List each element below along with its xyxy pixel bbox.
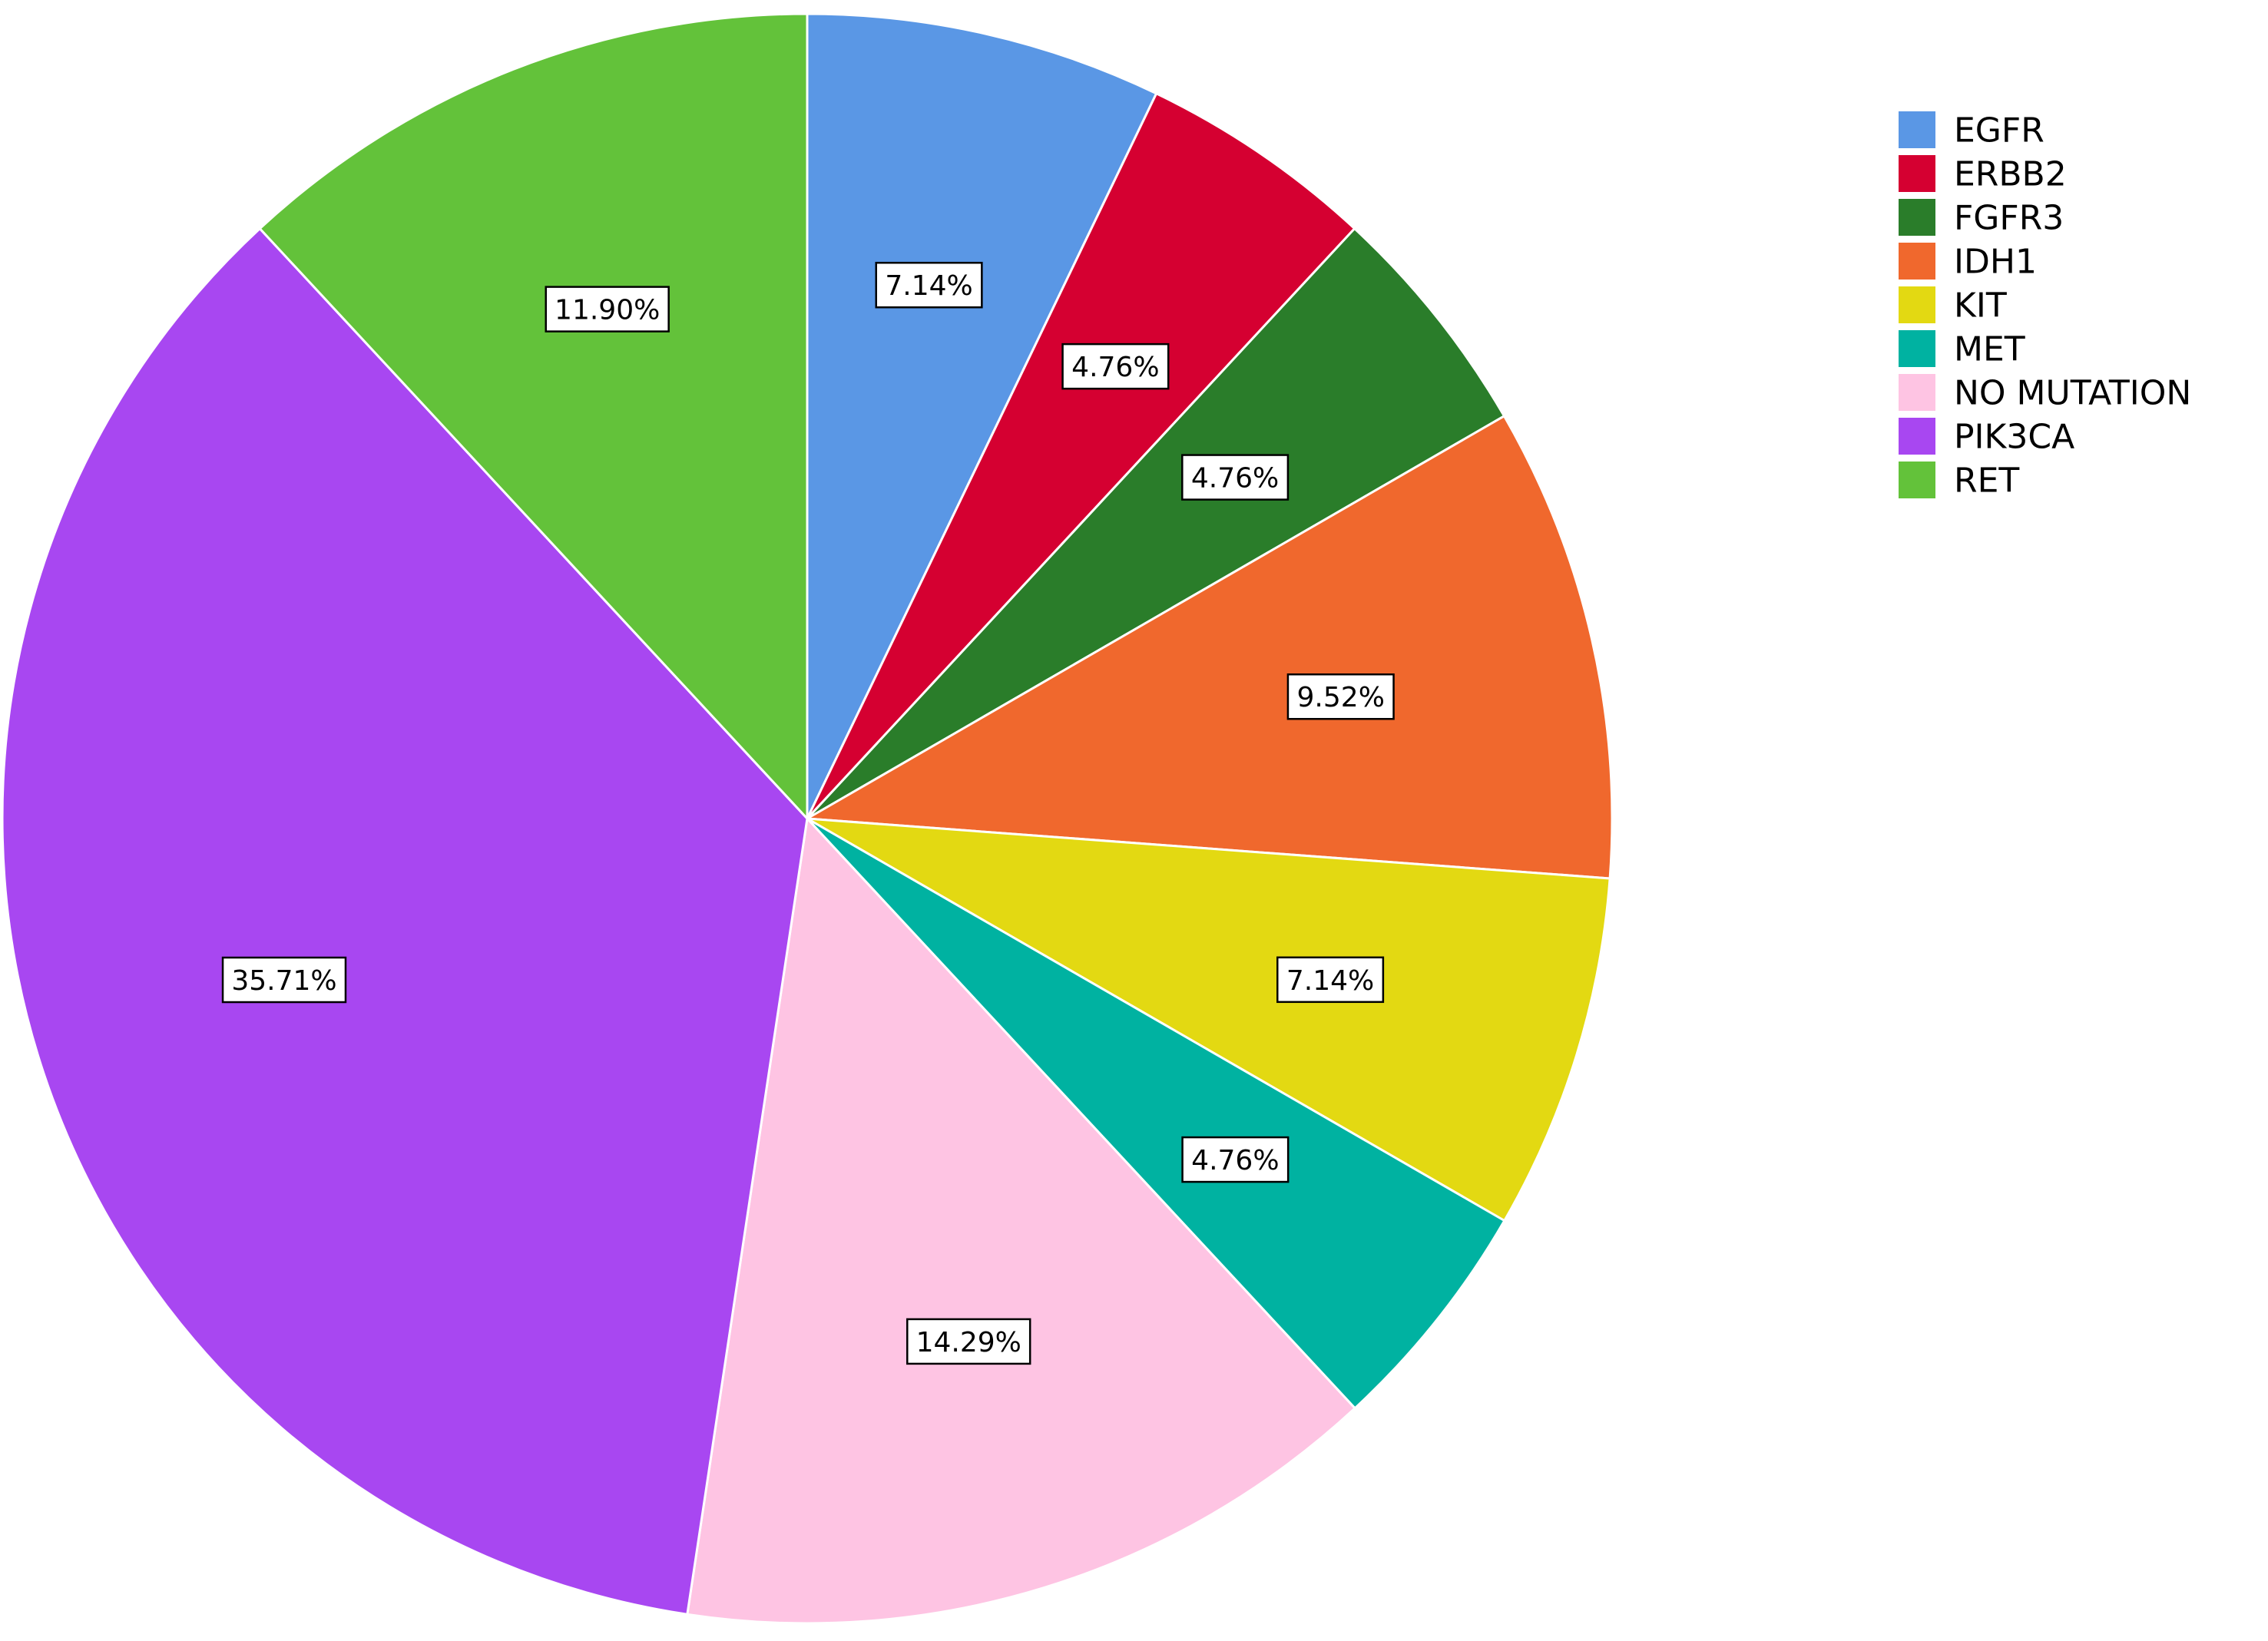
legend-swatch <box>1899 199 1935 236</box>
data-label-box <box>1181 454 1290 501</box>
legend-swatch <box>1899 330 1935 367</box>
pie-slice-met <box>806 817 1506 1411</box>
data-label-pik3ca: 35.71% <box>221 956 347 1004</box>
legend-item-erbb2: ERBB2 <box>1899 154 2067 194</box>
legend-item-egfr: EGFR <box>1899 111 2045 150</box>
pie-slice-egfr <box>806 12 1158 819</box>
data-label-met: 4.76% <box>1181 1136 1290 1183</box>
legend-swatch <box>1899 155 1935 192</box>
legend-label: FGFR3 <box>1954 198 2064 237</box>
legend: EGFR ERBB2 FGFR3 IDH1 KIT MET NO MUTATION PIK3C… <box>1899 111 2191 500</box>
pie-slice-ret <box>258 12 809 822</box>
pie-slice-pik3ca <box>1 227 809 1616</box>
legend-item-kit: KIT <box>1899 286 2007 325</box>
data-label-text: 4.76% <box>1071 352 1159 383</box>
legend-label: ERBB2 <box>1954 154 2067 194</box>
data-label-idh1: 9.52% <box>1286 673 1395 720</box>
legend-swatch <box>1899 462 1935 498</box>
data-label-box <box>1061 342 1170 390</box>
data-label-kit: 7.14% <box>1276 956 1385 1004</box>
data-label-box <box>1181 1136 1290 1183</box>
legend-swatch <box>1899 243 1935 280</box>
data-label-box <box>875 261 983 309</box>
data-label-text: 35.71% <box>231 965 336 997</box>
data-label-ret: 11.90% <box>545 286 670 333</box>
legend-swatch <box>1899 374 1935 411</box>
data-label-no-mutation: 14.29% <box>906 1318 1031 1365</box>
legend-swatch <box>1899 286 1935 323</box>
data-label-text: 4.76% <box>1191 1145 1279 1176</box>
pie-slice-fgfr3 <box>806 227 1506 820</box>
data-label-box <box>906 1318 1031 1365</box>
legend-swatch <box>1899 111 1935 148</box>
legend-item-pik3ca: PIK3CA <box>1899 417 2074 456</box>
legend-label: KIT <box>1954 286 2007 325</box>
data-label-text: 7.14% <box>1286 965 1374 997</box>
data-labels-layer: 7.14% 4.76% 4.76% 9.52% 7.14% 4.76% 14.29% 35.7… <box>221 261 1395 1365</box>
data-label-egfr: 7.14% <box>875 261 983 309</box>
pie-slice-idh1 <box>803 414 1614 880</box>
pie-slice-erbb2 <box>806 91 1356 820</box>
legend-label: MET <box>1954 329 2025 369</box>
legend-item-no-mutation: NO MUTATION <box>1899 373 2191 412</box>
data-label-box <box>1286 673 1395 720</box>
data-label-fgfr3: 4.76% <box>1181 454 1290 501</box>
data-label-box <box>1276 956 1385 1004</box>
legend-item-ret: RET <box>1899 461 2019 500</box>
legend-item-fgfr3: FGFR3 <box>1899 198 2064 237</box>
legend-label: EGFR <box>1954 111 2045 150</box>
legend-swatch <box>1899 418 1935 455</box>
legend-label: PIK3CA <box>1954 417 2074 456</box>
legend-item-idh1: IDH1 <box>1899 242 2037 281</box>
data-label-box <box>221 956 347 1004</box>
data-label-erbb2: 4.76% <box>1061 342 1170 390</box>
pie-slice-kit <box>806 817 1611 1222</box>
legend-label: RET <box>1954 461 2019 500</box>
data-label-text: 7.14% <box>885 270 972 302</box>
slices-layer <box>1 12 1614 1625</box>
data-label-text: 4.76% <box>1191 463 1279 495</box>
data-label-text: 11.90% <box>555 295 660 326</box>
legend-item-met: MET <box>1899 329 2025 369</box>
data-label-text: 14.29% <box>916 1327 1021 1358</box>
data-label-box <box>545 286 670 333</box>
data-label-text: 9.52% <box>1297 682 1385 713</box>
legend-label: NO MUTATION <box>1954 373 2191 412</box>
pie-slice-no-mutation <box>686 816 1357 1625</box>
legend-label: IDH1 <box>1954 242 2037 281</box>
